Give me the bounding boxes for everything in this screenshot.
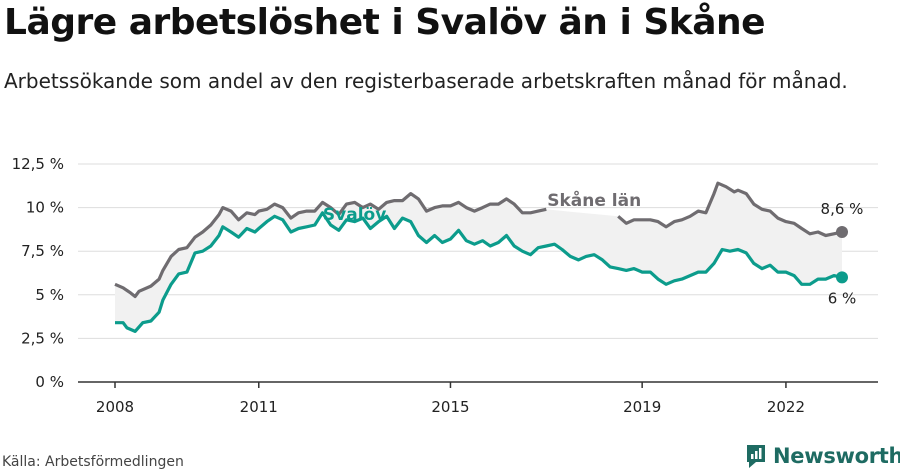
source-note: Källa: Arbetsförmedlingen <box>2 454 184 470</box>
y-axis-ticks: 0 % 2,5 % 5 % 7,5 % 10 % 12,5 % <box>12 155 64 391</box>
y-tick-label: 0 % <box>35 373 64 391</box>
y-tick-label: 2,5 % <box>21 329 64 347</box>
end-label-skane: 8,6 % <box>821 200 864 218</box>
y-tick-label: 10 % <box>26 199 64 217</box>
series-line-svalov <box>115 211 843 333</box>
series-label-svalov: Svalöv <box>323 205 386 225</box>
series-label-skane: Skåne län <box>547 189 641 211</box>
y-tick-label: 7,5 % <box>21 242 64 260</box>
x-tick-label: 2015 <box>431 398 469 416</box>
x-tick-label: 2022 <box>767 398 805 416</box>
chart-title: Lägre arbetslöshet i Svalöv än i Skåne <box>4 2 766 43</box>
end-point-svalov <box>836 271 848 284</box>
end-point-skane <box>836 226 848 239</box>
x-tick-label: 2008 <box>96 398 134 416</box>
brand-logo: Newsworthy <box>745 443 900 469</box>
series-line-skane <box>114 181 843 299</box>
brand-name: Newsworthy <box>773 444 900 468</box>
gap-band <box>115 185 842 332</box>
line-chart: 0 %2,5 %5 %7,5 %10 %12,5 % 2008 2011 2015 2… <box>12 155 878 416</box>
x-tick-label: 2019 <box>623 398 661 416</box>
y-tick-label: 12,5 % <box>12 155 64 173</box>
x-tick-label: 2011 <box>240 398 278 416</box>
y-tick-label: 5 % <box>35 286 64 304</box>
end-label-svalov: 6 % <box>828 289 857 307</box>
newsworthy-logo-icon <box>747 445 765 468</box>
chart-subtitle: Arbetssökande som andel av den registerb… <box>4 69 848 93</box>
x-axis-ticks: 2008 2011 2015 2019 2022 <box>96 382 805 416</box>
